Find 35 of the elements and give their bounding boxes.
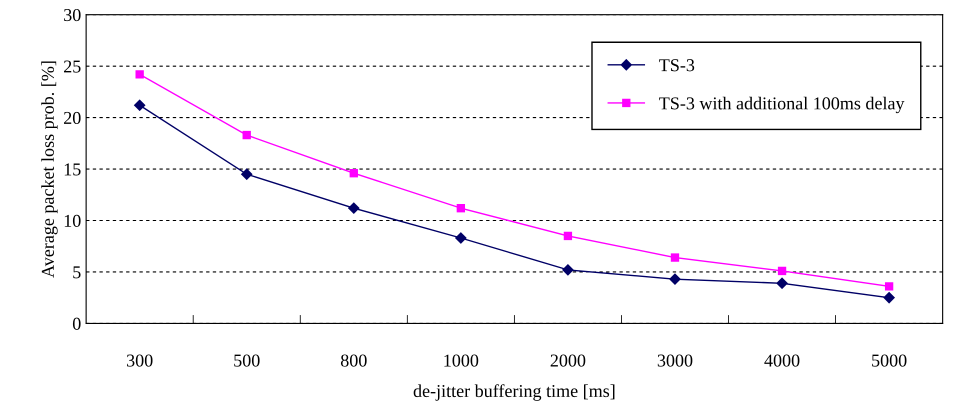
legend-label: TS-3 with additional 100ms delay [659, 96, 904, 114]
point [562, 264, 574, 276]
point [669, 274, 681, 285]
y-tick-label: 5 [73, 266, 81, 278]
legend-label: TS-3 [659, 59, 694, 72]
x-tick-label: 300 [126, 354, 153, 367]
point [884, 292, 895, 304]
x-tick-label: 5000 [872, 354, 906, 367]
x-tick-label: 4000 [764, 354, 800, 367]
point [134, 100, 146, 111]
y-tick-label: 20 [64, 112, 81, 124]
point [564, 232, 572, 240]
point [884, 282, 894, 291]
point [350, 169, 358, 178]
x-tick-label: 2000 [550, 354, 586, 367]
point [348, 202, 360, 214]
x-axis-title: de-jitter buffering time [ms] [414, 384, 614, 401]
y-tick-label: 30 [64, 8, 81, 22]
y-tick-label: 15 [64, 163, 81, 176]
y-tick-label: 10 [64, 214, 81, 227]
point [242, 130, 251, 140]
point [455, 232, 466, 244]
point [456, 204, 466, 212]
point [670, 253, 680, 262]
x-tick-label: 3000 [658, 354, 692, 367]
y-tick-label: 25 [64, 60, 81, 73]
x-tick-label: 500 [234, 354, 260, 367]
x-tick-label: 800 [340, 354, 367, 367]
point [135, 70, 144, 79]
point [241, 168, 252, 180]
point [776, 278, 788, 289]
y-axis-title: Average packet loss prob. [%] [41, 62, 58, 278]
point [778, 266, 786, 276]
x-tick-label: 1000 [444, 354, 478, 367]
y-tick-label: 0 [72, 318, 81, 330]
